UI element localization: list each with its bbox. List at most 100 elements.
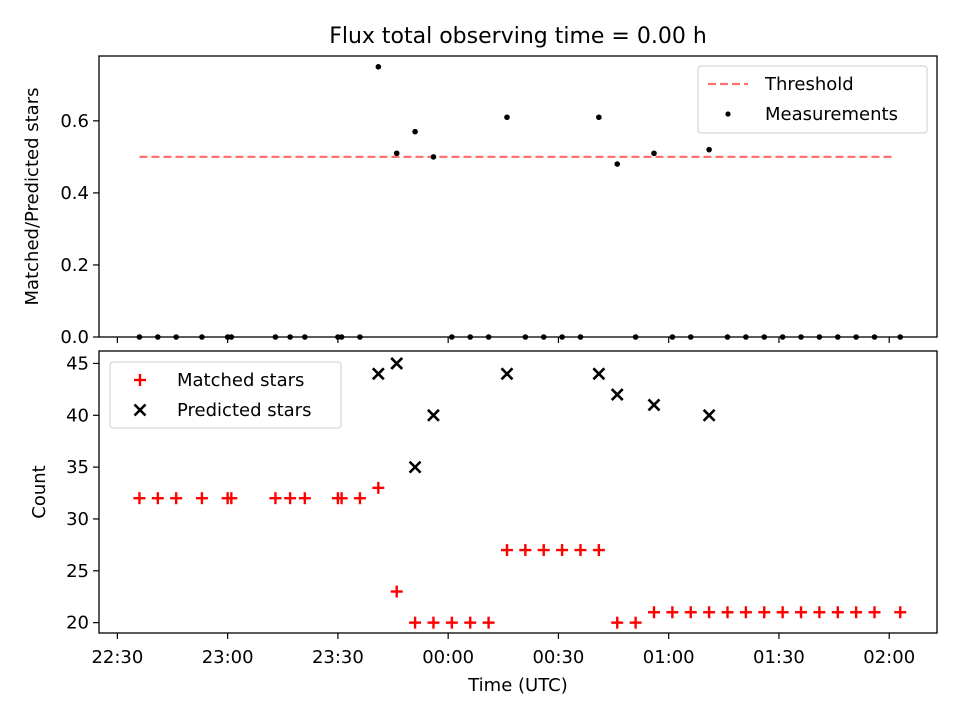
- predicted-stars-layer: [371, 357, 716, 474]
- top-legend-box: [697, 65, 928, 134]
- matched-star-point: [666, 606, 679, 619]
- y-tick-label: 40: [66, 405, 89, 426]
- bottom-plot-frame: [98, 350, 938, 634]
- x-tick-label: 01:30: [753, 647, 805, 668]
- predicted-stars-legend-swatch: [133, 403, 147, 417]
- bottom-x-axis: 22:30 23:00 23:30 00:00 00:30 01:00 01:30 02:00: [91, 633, 915, 668]
- measurement-point: [779, 334, 786, 340]
- matched-star-point: [500, 544, 513, 557]
- matched-star-point: [556, 544, 569, 557]
- matched-star-point: [647, 606, 660, 619]
- matched-star-point: [195, 492, 208, 505]
- top-legend: Threshold Measurements: [697, 65, 928, 134]
- predicted-star-swatch-mark: [133, 403, 147, 417]
- measurement-point: [375, 64, 382, 70]
- predicted-stars-legend-label: Predicted stars: [177, 400, 311, 421]
- matched-star-point: [464, 616, 477, 629]
- measurement-point: [651, 150, 657, 157]
- matched-star-point: [390, 585, 403, 598]
- measurement-point: [853, 334, 859, 340]
- matched-star-point: [850, 606, 863, 619]
- matched-star-point: [703, 606, 716, 619]
- threshold-legend-label: Threshold: [764, 74, 854, 95]
- matched-star-point: [298, 492, 311, 505]
- top-x-axis: [116, 337, 890, 343]
- x-tick-label: 23:30: [312, 647, 364, 668]
- measurement-point: [669, 334, 676, 340]
- measurement-point: [302, 334, 308, 340]
- predicted-star-point: [610, 388, 624, 401]
- y-tick-label: 30: [66, 509, 89, 530]
- x-tick-label: 01:00: [643, 647, 695, 668]
- measurements-legend-label: Measurements: [765, 104, 898, 125]
- matched-star-point: [445, 616, 458, 629]
- measurement-point: [834, 334, 841, 340]
- measurement-point: [798, 334, 804, 340]
- measurement-point: [228, 334, 235, 340]
- matched-star-point: [684, 606, 697, 619]
- predicted-star-point: [647, 398, 661, 412]
- matched-star-point: [611, 616, 624, 629]
- measurement-point: [136, 334, 143, 340]
- y-tick-label: 25: [66, 561, 89, 582]
- x-tick-label: 02:00: [863, 647, 915, 668]
- y-tick-label: 45: [66, 353, 89, 374]
- measurement-point: [412, 128, 418, 135]
- bottom-legend: Matched stars Predicted stars: [109, 361, 342, 429]
- matched-star-point: [813, 606, 826, 619]
- top-plot-frame: [98, 55, 938, 338]
- matched-star-point: [592, 544, 605, 557]
- y-tick-label: 0.2: [60, 255, 89, 276]
- matched-star-point: [574, 544, 587, 557]
- measurement-point: [871, 334, 878, 340]
- matched-stars-legend-swatch: [134, 374, 146, 386]
- predicted-star-point: [390, 357, 404, 370]
- measurement-point: [393, 150, 400, 157]
- measurement-point: [485, 334, 492, 340]
- measurement-point: [287, 334, 293, 340]
- matched-star-point: [482, 616, 495, 629]
- matched-star-point: [739, 606, 752, 619]
- bottom-legend-box: [109, 361, 342, 429]
- matched-star-point: [868, 606, 881, 619]
- matched-star-point: [170, 492, 183, 505]
- matched-star-point: [894, 606, 907, 619]
- measurement-point: [724, 334, 731, 340]
- y-tick-label: 0.6: [60, 111, 89, 132]
- measurement-point: [173, 334, 179, 340]
- predicted-star-point: [592, 367, 606, 381]
- measurement-point: [632, 334, 639, 340]
- measurement-point: [504, 114, 510, 121]
- matched-stars-layer: [133, 481, 907, 629]
- measurement-point: [430, 154, 437, 160]
- x-tick-label: 00:30: [532, 647, 584, 668]
- measurements-layer: [136, 64, 904, 340]
- matched-star-point: [269, 492, 282, 505]
- matched-star-point: [427, 616, 440, 629]
- bottom-y-axis: 20 25 30 35 40 45: [66, 353, 99, 634]
- matched-stars-legend-label: Matched stars: [177, 370, 304, 391]
- y-tick-label: 35: [66, 457, 89, 478]
- measurement-point: [816, 334, 823, 340]
- predicted-star-point: [371, 367, 385, 381]
- measurement-point: [338, 334, 345, 340]
- y-tick-label: 20: [66, 613, 89, 634]
- matched-star-point: [721, 606, 734, 619]
- measurements-legend-swatch: [725, 111, 731, 117]
- matched-star-point: [537, 544, 550, 557]
- matched-star-point: [758, 606, 771, 619]
- matched-star-point: [353, 492, 366, 505]
- matched-star-point: [225, 492, 238, 505]
- predicted-star-point: [427, 408, 440, 422]
- matched-star-point: [372, 481, 385, 494]
- x-axis-label: Time (UTC): [467, 675, 568, 696]
- x-tick-label: 00:00: [422, 647, 474, 668]
- bottom-y-axis-label: Count: [29, 465, 50, 518]
- predicted-star-point: [500, 367, 514, 381]
- measurement-point: [272, 334, 279, 340]
- measurement-point: [559, 334, 565, 340]
- matched-star-point: [629, 616, 642, 629]
- x-tick-label: 22:30: [91, 647, 143, 668]
- matched-star-point: [795, 606, 808, 619]
